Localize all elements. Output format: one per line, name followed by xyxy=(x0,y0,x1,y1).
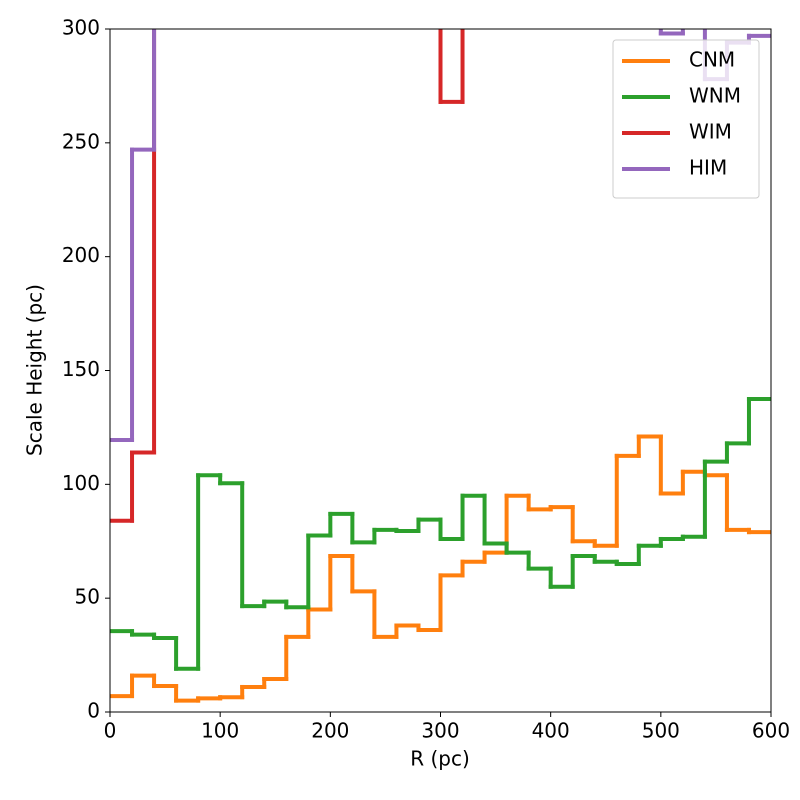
y-tick-label: 150 xyxy=(62,357,100,381)
axes: 0 100 200 300 400 500 600 0 50 100 150 200 250 300 xyxy=(62,16,790,743)
legend-label: HIM xyxy=(689,156,727,180)
y-tick-label: 50 xyxy=(75,585,100,609)
y-tick-label: 250 xyxy=(62,129,100,153)
y-tick-label: 100 xyxy=(62,471,100,495)
series xyxy=(110,396,771,671)
x-tick-label: 500 xyxy=(642,719,680,743)
y-tick-label: 300 xyxy=(62,16,100,40)
legend-frame xyxy=(612,39,760,199)
x-tick-label: 400 xyxy=(532,719,570,743)
y-axis-label: Scale Height (pc) xyxy=(23,284,47,456)
y-tick-label: 0 xyxy=(87,699,100,723)
x-axis-label: R (pc) xyxy=(410,747,470,771)
legend-label: WNM xyxy=(689,84,741,108)
x-tick-label: 200 xyxy=(311,719,349,743)
x-tick-label: 0 xyxy=(104,719,117,743)
legend: CNM WNM WIM HIM xyxy=(612,39,760,199)
legend-label: CNM xyxy=(689,48,735,72)
x-tick-label: 100 xyxy=(201,719,239,743)
legend-label: WIM xyxy=(689,120,732,144)
x-tick-label: 300 xyxy=(421,719,459,743)
x-tick-label: 600 xyxy=(752,719,790,743)
y-tick-label: 200 xyxy=(62,243,100,267)
series xyxy=(110,434,771,703)
